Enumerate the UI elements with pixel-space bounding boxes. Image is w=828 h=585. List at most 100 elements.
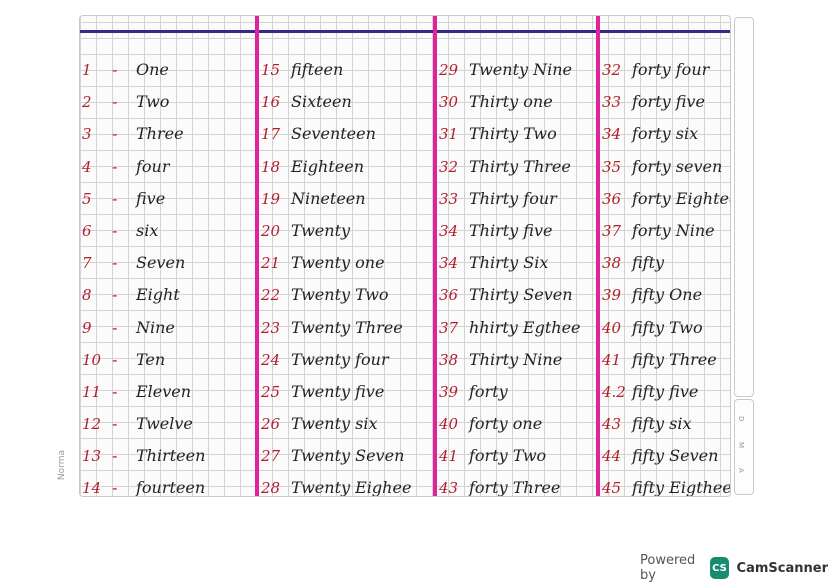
row-word: forty Two bbox=[469, 446, 547, 466]
list-item: 38 fifty bbox=[602, 247, 730, 279]
row-word: Thirty Three bbox=[469, 156, 571, 176]
row-word: Sixteen bbox=[291, 92, 352, 112]
row-number: 5 bbox=[82, 189, 92, 208]
row-word: fourteen bbox=[136, 478, 206, 497]
row-number: 41 bbox=[439, 447, 459, 466]
row-number: 10 bbox=[82, 350, 102, 369]
row-word: forty Nine bbox=[632, 220, 715, 240]
row-word: Eight bbox=[136, 285, 180, 305]
row-word: forty four bbox=[632, 60, 710, 79]
row-number: 14 bbox=[82, 479, 102, 497]
list-item: 22 Twenty Two bbox=[261, 279, 411, 311]
row-number: 20 bbox=[261, 221, 281, 240]
row-dash: - bbox=[112, 446, 118, 466]
list-item: 2 - Two bbox=[82, 86, 205, 118]
row-number: 7 bbox=[82, 254, 92, 273]
list-item: 9 - Nine bbox=[82, 312, 205, 344]
list-item: 41 fifty Three bbox=[602, 344, 730, 376]
row-number: 37 bbox=[439, 318, 459, 337]
row-word: fifty five bbox=[632, 381, 699, 401]
row-word: Twenty Two bbox=[291, 285, 389, 305]
list-item: 4 - four bbox=[82, 151, 205, 183]
list-item: 37 hhirty Egthee bbox=[439, 312, 581, 344]
row-dash: - bbox=[112, 349, 118, 369]
row-word: forty bbox=[469, 381, 508, 401]
list-item: 37 forty Nine bbox=[602, 215, 730, 247]
column-3: 29 Twenty Nine 30 Thirty one 31 Thirty Two … bbox=[439, 54, 581, 497]
margin-line-1 bbox=[255, 16, 259, 496]
row-word: six bbox=[136, 220, 159, 240]
list-item: 36 forty Eightee bbox=[602, 183, 731, 215]
row-number: 9 bbox=[82, 318, 92, 337]
list-item: 29 Twenty Nine bbox=[439, 54, 581, 86]
list-item: 40 forty one bbox=[439, 408, 581, 440]
top-rule-line bbox=[80, 30, 730, 33]
row-word: Two bbox=[136, 92, 170, 112]
row-dash: - bbox=[112, 285, 118, 305]
row-number: 32 bbox=[439, 157, 459, 176]
row-word: forty seven bbox=[632, 156, 723, 176]
list-item: 20 Twenty bbox=[261, 215, 411, 247]
list-item: 28 Twenty Eighee bbox=[261, 472, 411, 496]
row-word: fifty Eigthee bbox=[632, 478, 731, 497]
row-number: 30 bbox=[439, 93, 459, 112]
row-word: Twelve bbox=[136, 414, 193, 434]
list-item: 6 - six bbox=[82, 215, 205, 247]
row-word: fifty Seven bbox=[632, 446, 719, 466]
margin-brand-text: Norma bbox=[57, 450, 67, 481]
row-word: fifty six bbox=[632, 414, 692, 434]
list-item: 43 forty Three bbox=[439, 472, 581, 497]
row-word: Thirty four bbox=[469, 188, 557, 208]
row-number: 32 bbox=[602, 61, 622, 79]
list-item: 24 Twenty four bbox=[261, 344, 411, 376]
row-dash: - bbox=[112, 478, 118, 497]
row-word: Thirty Six bbox=[469, 253, 549, 273]
row-word: Twenty five bbox=[291, 381, 385, 401]
row-number: 38 bbox=[602, 254, 622, 273]
row-word: Twenty Nine bbox=[469, 60, 573, 79]
row-number: 2 bbox=[82, 93, 92, 112]
list-item: 23 Twenty Three bbox=[261, 312, 411, 344]
list-item: 33 Thirty four bbox=[439, 183, 581, 215]
row-word: forty Eightee bbox=[632, 188, 731, 208]
row-word: Thirty Seven bbox=[469, 285, 573, 305]
list-item: 40 fifty Two bbox=[602, 312, 730, 344]
list-item: 7 - Seven bbox=[82, 247, 205, 279]
row-number: 45 bbox=[602, 479, 622, 497]
row-word: Eighteen bbox=[291, 156, 365, 176]
row-dash: - bbox=[112, 317, 118, 337]
row-number: 24 bbox=[261, 350, 281, 369]
row-number: 43 bbox=[439, 479, 459, 497]
row-dash: - bbox=[112, 414, 118, 434]
list-item: 27 Twenty Seven bbox=[261, 440, 411, 472]
row-number: 41 bbox=[602, 350, 622, 369]
row-dash: - bbox=[112, 156, 118, 176]
list-item: 14- fourteen bbox=[82, 472, 206, 497]
row-number: 17 bbox=[261, 125, 281, 144]
row-number: 1 bbox=[82, 61, 92, 79]
row-dash: - bbox=[112, 124, 118, 144]
row-number: 40 bbox=[439, 415, 459, 434]
list-item: 38 Thirty Nine bbox=[439, 344, 581, 376]
row-number: 43 bbox=[602, 415, 622, 434]
row-dash: - bbox=[112, 188, 118, 208]
row-word: Thirty one bbox=[469, 92, 553, 112]
list-item: 44 fifty Seven bbox=[602, 440, 730, 472]
list-item: 35 forty seven bbox=[602, 151, 730, 183]
row-number: 26 bbox=[261, 415, 281, 434]
row-number: 27 bbox=[261, 447, 281, 466]
row-number: 19 bbox=[261, 189, 281, 208]
list-item: 30 Thirty one bbox=[439, 86, 581, 118]
row-number: 37 bbox=[602, 221, 622, 240]
column-2: 15 fifteen 16 Sixteen 17 Seventeen 18 Eighte… bbox=[261, 54, 411, 496]
list-item: 16 Sixteen bbox=[261, 86, 411, 118]
row-number: 44 bbox=[602, 447, 622, 466]
column-1: 1- One 2- Two 3- Three 4- four 5- five 6- six … bbox=[82, 54, 206, 497]
side-label-year: A bbox=[737, 468, 745, 473]
list-item: 34 Thirty five bbox=[439, 215, 581, 247]
row-number: 25 bbox=[261, 382, 281, 401]
row-number: 39 bbox=[602, 286, 622, 305]
side-tab-bottom: D M A bbox=[734, 399, 754, 495]
list-item: 34 Thirty Six bbox=[439, 247, 581, 279]
row-word: Twenty Seven bbox=[291, 446, 405, 466]
